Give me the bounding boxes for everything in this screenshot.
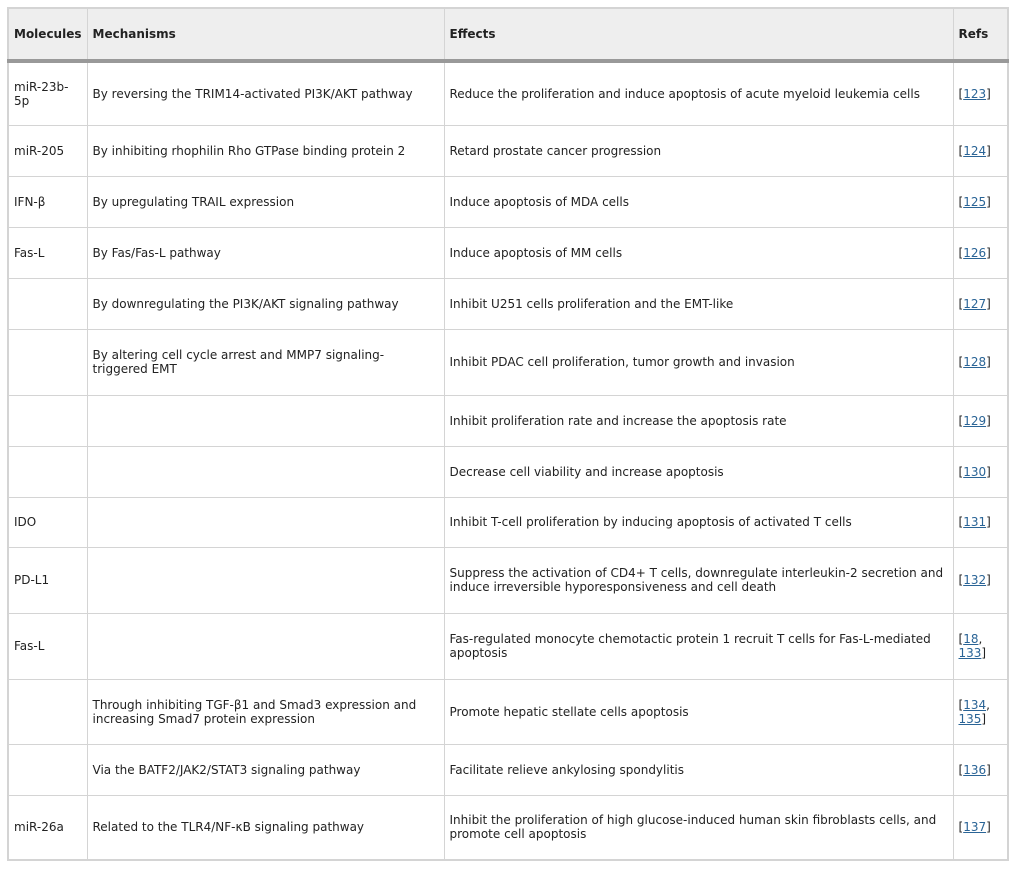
table-row: Via the BATF2/JAK2/STAT3 signaling pathw… <box>7 743 1008 796</box>
reference-link[interactable]: 128 <box>963 355 987 369</box>
molecule-cell: IFN-β <box>7 175 88 228</box>
mechanism-cell <box>86 546 445 614</box>
mechanism-cell <box>86 496 445 548</box>
effect-cell: Induce apoptosis of MDA cells <box>443 175 954 228</box>
refs-cell: [127] <box>952 277 1008 330</box>
header-refs: Refs <box>952 7 1008 63</box>
mechanism-cell: By altering cell cycle arrest and MMP7 s… <box>86 328 445 396</box>
refs-cell: [18, 133] <box>952 612 1008 680</box>
effect-cell: Reduce the proliferation and induce apop… <box>443 60 954 126</box>
molecule-cell <box>7 743 88 796</box>
header-row: Molecules Mechanisms Effects Refs <box>7 7 1008 63</box>
molecule-cell: miR-205 <box>7 124 88 177</box>
effect-cell: Suppress the activation of CD4+ T cells,… <box>443 546 954 614</box>
table-row: IDO Inhibit T-cell proliferation by induc… <box>7 496 1008 548</box>
header-effects: Effects <box>443 7 954 63</box>
reference-link[interactable]: 127 <box>963 296 987 311</box>
effect-cell: Inhibit U251 cells proliferation and the… <box>443 277 954 330</box>
refs-cell: [126] <box>952 226 1008 279</box>
molecule-cell: PD-L1 <box>7 546 88 614</box>
molecule-cell: Fas-L <box>7 226 88 279</box>
molecule-cell <box>7 394 88 447</box>
refs-cell: [128] <box>952 328 1008 396</box>
refs-cell: [129] <box>952 394 1008 447</box>
data-table: Molecules Mechanisms Effects Refs miR-23… <box>7 7 1009 861</box>
refs-cell: [136] <box>952 743 1008 796</box>
reference-link[interactable]: 136 <box>963 762 987 777</box>
mechanism-cell: Related to the TLR4/NF-κB signaling path… <box>86 794 445 861</box>
effect-cell: Inhibit proliferation rate and increase … <box>443 394 954 447</box>
effect-cell: Inhibit the proliferation of high glucos… <box>443 794 954 861</box>
table-row: By downregulating the PI3K/AKT signaling… <box>7 277 1008 330</box>
refs-cell: [125] <box>952 175 1008 228</box>
reference-link[interactable]: 133 <box>958 646 982 660</box>
effect-cell: Inhibit PDAC cell proliferation, tumor g… <box>443 328 954 396</box>
header-mechanisms: Mechanisms <box>86 7 445 63</box>
effect-cell: Induce apoptosis of MM cells <box>443 226 954 279</box>
refs-cell: [124] <box>952 124 1008 177</box>
mechanism-cell: By upregulating TRAIL expression <box>86 175 445 228</box>
mechanism-cell: By inhibiting rhophilin Rho GTPase bindi… <box>86 124 445 177</box>
effect-cell: Retard prostate cancer progression <box>443 124 954 177</box>
reference-link[interactable]: 126 <box>963 245 987 260</box>
refs-cell: [131] <box>952 496 1008 548</box>
molecule-cell: Fas-L <box>7 612 88 680</box>
reference-link[interactable]: 124 <box>963 143 987 158</box>
reference-link[interactable]: 130 <box>963 464 987 479</box>
header-molecules: Molecules <box>7 7 88 63</box>
refs-cell: [130] <box>952 445 1008 498</box>
reference-link[interactable]: 125 <box>963 194 987 209</box>
mechanism-cell: By Fas/Fas-L pathway <box>86 226 445 279</box>
mechanism-cell <box>86 445 445 498</box>
table-row: IFN-β By upregulating TRAIL expression Ind… <box>7 175 1008 228</box>
molecule-cell: IDO <box>7 496 88 548</box>
reference-link[interactable]: 132 <box>963 573 987 587</box>
refs-cell: [123] <box>952 60 1008 126</box>
reference-link[interactable]: 134 <box>963 697 987 712</box>
effect-cell: Facilitate relieve ankylosing spondyliti… <box>443 743 954 796</box>
mechanism-cell: By downregulating the PI3K/AKT signaling… <box>86 277 445 330</box>
refs-cell: [132] <box>952 546 1008 614</box>
molecule-cell <box>7 328 88 396</box>
molecule-cell: miR-26a <box>7 794 88 861</box>
molecule-cell <box>7 277 88 330</box>
table-row: miR-205 By inhibiting rhophilin Rho GTPas… <box>7 124 1008 177</box>
reference-link[interactable]: 129 <box>963 413 987 428</box>
table-row: Inhibit proliferation rate and increase … <box>7 394 1008 447</box>
reference-link[interactable]: 131 <box>963 515 987 529</box>
table-row: By altering cell cycle arrest and MMP7 s… <box>7 328 1008 396</box>
mechanism-cell: Via the BATF2/JAK2/STAT3 signaling pathw… <box>86 743 445 796</box>
refs-cell: [137] <box>952 794 1008 861</box>
table-row: Through inhibiting TGF-β1 and Smad3 expr… <box>7 678 1008 745</box>
molecule-cell: miR-23b-5p <box>7 60 88 126</box>
effect-cell: Fas-regulated monocyte chemotactic prote… <box>443 612 954 680</box>
reference-link[interactable]: 135 <box>958 711 982 726</box>
table-row: Decrease cell viability and increase apo… <box>7 445 1008 498</box>
mechanism-cell <box>86 612 445 680</box>
table-row: miR-26a Related to the TLR4/NF-κB signali… <box>7 794 1008 861</box>
table-row: Fas-L By Fas/Fas-L pathway Induce apoptosi… <box>7 226 1008 279</box>
mechanism-cell <box>86 394 445 447</box>
mechanism-cell: Through inhibiting TGF-β1 and Smad3 expr… <box>86 678 445 745</box>
table-row: miR-23b-5p By reversing the TRIM14-activa… <box>7 60 1008 126</box>
molecule-cell <box>7 678 88 745</box>
reference-link[interactable]: 18 <box>963 632 979 646</box>
reference-link[interactable]: 123 <box>963 86 987 101</box>
molecule-cell <box>7 445 88 498</box>
refs-cell: [134, 135] <box>952 678 1008 745</box>
effect-cell: Decrease cell viability and increase apo… <box>443 445 954 498</box>
reference-link[interactable]: 137 <box>963 820 987 835</box>
effect-cell: Promote hepatic stellate cells apoptosis <box>443 678 954 745</box>
table-row: PD-L1 Suppress the activation of CD4+ T c… <box>7 546 1008 614</box>
effect-cell: Inhibit T-cell proliferation by inducing… <box>443 496 954 548</box>
table-row: Fas-L Fas-regulated monocyte chemotactic … <box>7 612 1008 680</box>
mechanism-cell: By reversing the TRIM14-activated PI3K/A… <box>86 60 445 126</box>
